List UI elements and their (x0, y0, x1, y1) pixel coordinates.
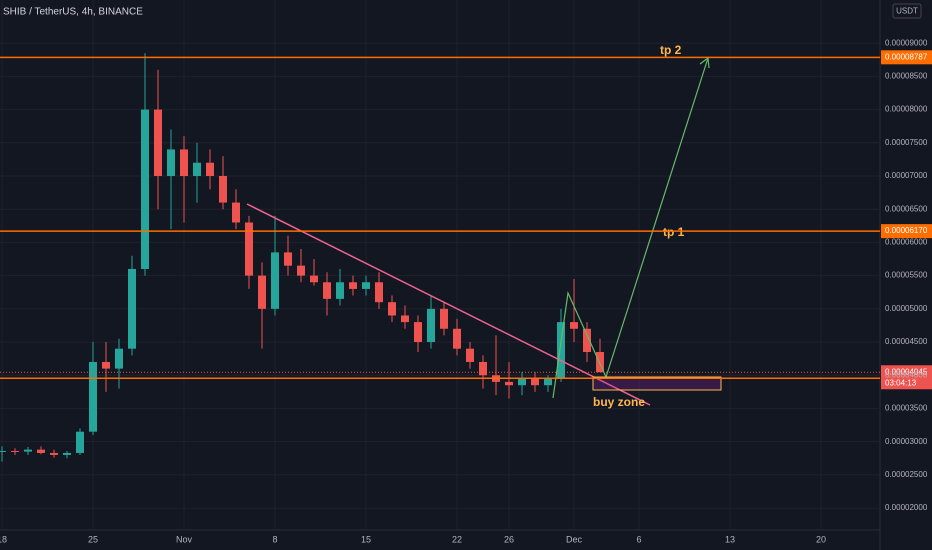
candle-body (362, 282, 370, 289)
candle-body (271, 252, 279, 309)
y-tick-label: 0.00008500 (885, 71, 928, 80)
x-tick-label: 25 (88, 534, 98, 544)
candle-body (37, 449, 45, 453)
y-tick-label: 0.00009000 (885, 38, 928, 47)
x-tick-label: 20 (816, 534, 826, 544)
level-label: 0.00006170 (885, 226, 928, 235)
candle-body (570, 322, 578, 329)
countdown: 03:04:13 (885, 378, 917, 387)
candle-body (11, 450, 19, 452)
level-badge (881, 50, 932, 65)
candle-body (102, 361, 110, 369)
trend-line (246, 203, 651, 406)
candle-body (401, 315, 409, 323)
candle-body (375, 282, 383, 303)
candle-body (76, 431, 84, 453)
last-price-badge (881, 365, 932, 390)
candle-body (349, 282, 357, 289)
annotation: buy zone (593, 395, 645, 409)
y-tick-label: 0.00007500 (885, 138, 928, 147)
y-tick-label: 0.00008000 (885, 105, 928, 114)
wave-path (552, 290, 607, 399)
x-tick-label: 8 (272, 534, 277, 544)
last-price-label: 0.00004045 (885, 367, 928, 376)
candle-body (154, 109, 162, 177)
candle-body (232, 202, 240, 223)
annotation: tp 1 (663, 225, 685, 239)
currency-badge (892, 3, 922, 19)
y-tick-label: 0.00005000 (885, 304, 928, 313)
x-tick-label: 6 (636, 534, 641, 544)
candle-body (180, 149, 188, 177)
buy-zone (592, 376, 722, 391)
candle-body (427, 308, 435, 343)
x-tick-label: 26 (504, 534, 514, 544)
candle-body (258, 275, 266, 309)
y-tick-label: 0.00002000 (885, 503, 928, 512)
candle-body (89, 361, 97, 432)
currency: USDT (896, 7, 918, 16)
candle-body (0, 450, 6, 452)
y-tick-label: 0.00006500 (885, 204, 928, 213)
candle-body (310, 275, 318, 283)
candle-body (193, 162, 201, 177)
candle-body (544, 378, 552, 386)
level-label: 0.00008787 (885, 52, 928, 61)
candle-body (388, 302, 396, 316)
candle-body (167, 149, 175, 177)
candle-body (505, 381, 513, 386)
candle-body (284, 252, 292, 266)
candle-body (518, 378, 526, 386)
candle-body (141, 109, 149, 269)
y-tick-label: 0.00007000 (885, 171, 928, 180)
candle-body (219, 176, 227, 203)
y-tick-label: 0.00002500 (885, 470, 928, 479)
candle-body (557, 322, 565, 379)
candle-body (596, 352, 604, 373)
candle-body (583, 328, 591, 353)
candle-body (323, 282, 331, 299)
candle-body (206, 162, 214, 177)
y-tick-label: 0.00003000 (885, 437, 928, 446)
candle-body (479, 361, 487, 376)
y-tick-label: 0.00004500 (885, 337, 928, 346)
candle-body (115, 348, 123, 369)
candle-body (466, 348, 474, 362)
candle-body (453, 328, 461, 349)
x-tick-label: Dec (566, 534, 583, 544)
target-arrow (605, 57, 709, 378)
x-tick-label: Nov (176, 534, 193, 544)
candle-body (24, 449, 32, 452)
candle-body (245, 222, 253, 276)
drawings: tp 2 tp 1 buy zone (246, 43, 722, 409)
chart-title: SHIB / TetherUS, 4h, BINANCE (3, 7, 143, 18)
y-tick-label: 0.00003500 (885, 404, 928, 413)
candle-body (414, 322, 422, 343)
candle-body (128, 268, 136, 349)
x-tick-label: 13 (725, 534, 735, 544)
x-tick-label: 18 (0, 534, 7, 544)
y-tick-label: 0.00004000 (885, 370, 928, 379)
x-tick-label: 15 (361, 534, 371, 544)
level-badge (881, 224, 932, 239)
candle-body (440, 308, 448, 329)
candle-body (336, 282, 344, 299)
candle-body (297, 265, 305, 276)
candle-body (63, 452, 71, 455)
annotation: tp 2 (660, 43, 682, 57)
candle-body (50, 452, 58, 455)
candle-body (531, 378, 539, 386)
y-tick-label: 0.00006000 (885, 238, 928, 247)
y-tick-label: 0.00005500 (885, 271, 928, 280)
x-tick-label: 22 (452, 534, 462, 544)
